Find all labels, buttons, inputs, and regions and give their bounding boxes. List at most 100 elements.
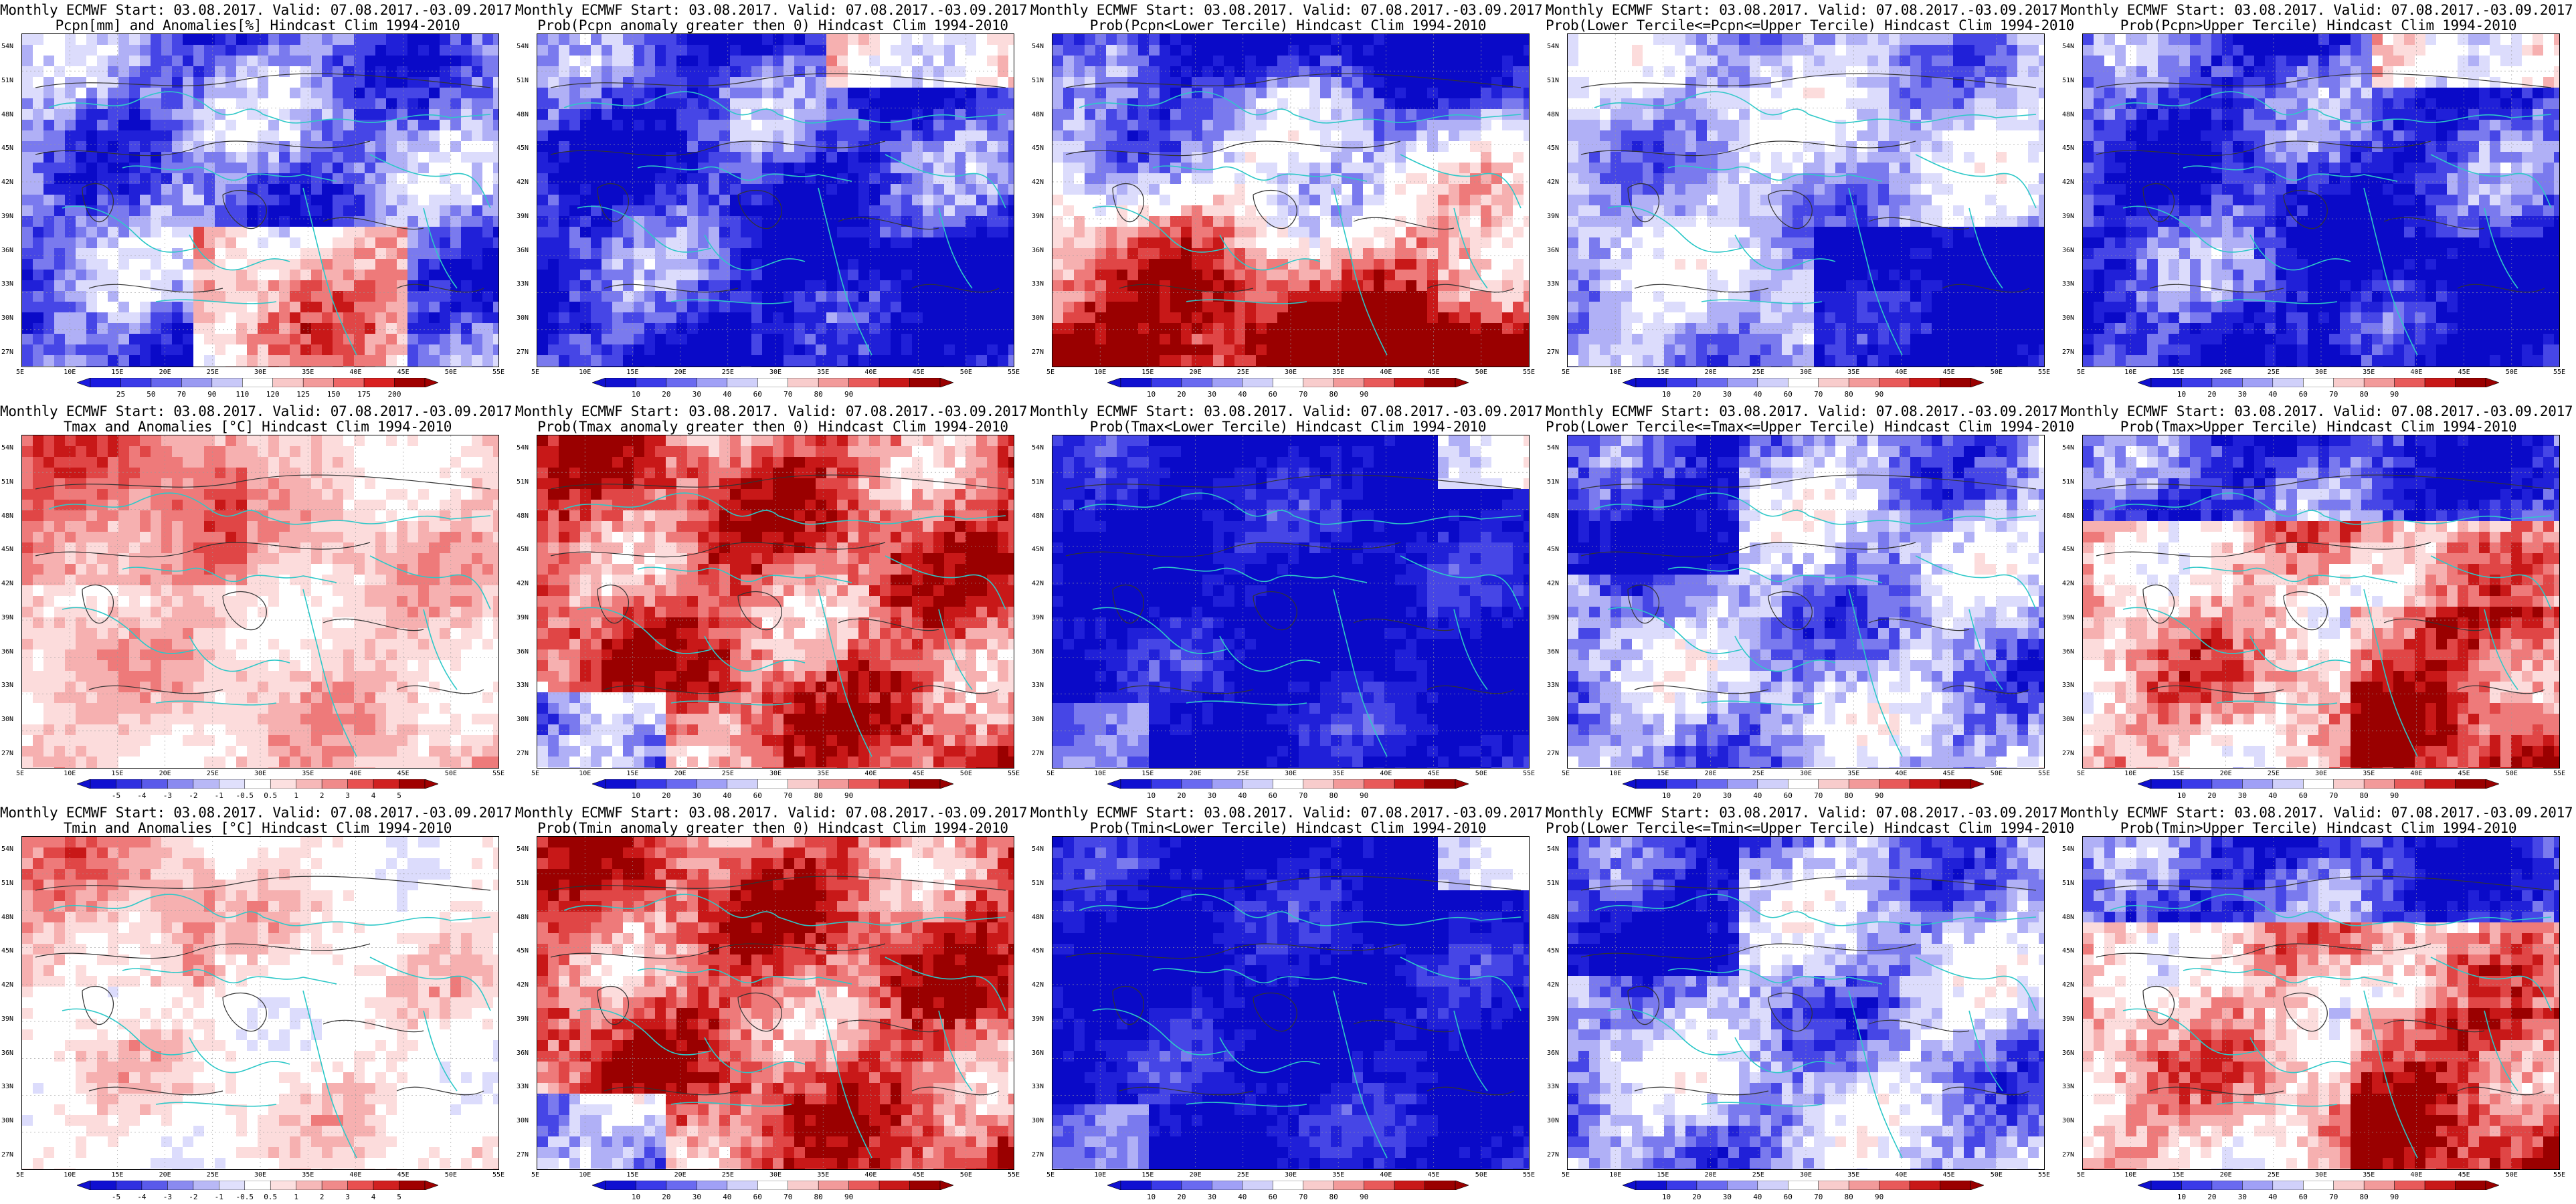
colorbar-segment xyxy=(1757,779,1788,789)
colorbar-segment xyxy=(1727,779,1758,789)
colorbar-segment xyxy=(1879,1181,1910,1190)
colorbar-segment xyxy=(1818,378,1849,387)
lat-label: 39N xyxy=(1,1015,13,1023)
panel-title-line1: Monthly ECMWF Start: 03.08.2017. Valid: … xyxy=(0,404,521,419)
colorbar-segment xyxy=(270,779,296,789)
lon-label: 20E xyxy=(2220,770,2232,777)
lat-label: 51N xyxy=(1547,77,1559,84)
panel-title-line1: Monthly ECMWF Start: 03.08.2017. Valid: … xyxy=(515,404,1036,419)
colorbar-tick-label: 70 xyxy=(1814,1193,1823,1201)
panel-title-line2: Prob(Pcpn<Lower Tercile) Hindcast Clim 1… xyxy=(1030,18,1546,33)
lon-label: 45E xyxy=(913,770,925,777)
lat-label: 54N xyxy=(1032,845,1044,853)
lon-label: 10E xyxy=(64,770,76,777)
colorbar-tick-label: 60 xyxy=(1784,390,1792,399)
colorbar-segment xyxy=(1818,1181,1849,1190)
colorbar-segment xyxy=(666,779,697,789)
lat-label: 42N xyxy=(2062,580,2074,587)
map-area xyxy=(21,836,499,1170)
colorbar-segment xyxy=(1273,779,1303,789)
colorbar-segment xyxy=(1394,1181,1425,1190)
colorbar xyxy=(2138,1181,2499,1190)
lon-label: 10E xyxy=(579,369,591,376)
map-panel: Monthly ECMWF Start: 03.08.2017. Valid: … xyxy=(515,401,1036,803)
lat-label: 48N xyxy=(2062,111,2074,118)
colorbar-segment xyxy=(333,378,365,387)
lat-label: 27N xyxy=(1547,348,1559,356)
lat-label: 36N xyxy=(1,247,13,254)
map-area xyxy=(1052,836,1530,1170)
colorbar-tick-label: 30 xyxy=(1723,1193,1732,1201)
colorbar-tick-label: 80 xyxy=(2360,791,2369,800)
lat-label: 48N xyxy=(1,914,13,921)
colorbar-segment xyxy=(1242,1181,1273,1190)
colorbar-tick-label: 2 xyxy=(320,1193,325,1201)
map-panel: Monthly ECMWF Start: 03.08.2017. Valid: … xyxy=(1030,0,1551,401)
lat-label: 48N xyxy=(1,111,13,118)
colorbar-segment xyxy=(1666,1181,1697,1190)
colorbar-tick-label: 30 xyxy=(1723,791,1732,800)
lat-label: 36N xyxy=(517,247,529,254)
lat-label: 39N xyxy=(2062,213,2074,220)
colorbar-tick-label: 50 xyxy=(147,390,155,399)
colorbar-tick-label: 90 xyxy=(2390,791,2399,800)
lon-label: 5E xyxy=(1562,1171,1570,1179)
lon-label: 35E xyxy=(1332,770,1344,777)
lon-label: 35E xyxy=(302,1171,314,1179)
colorbar-segment xyxy=(757,779,788,789)
lon-label: 15E xyxy=(111,770,123,777)
colorbar-tick-label: -3 xyxy=(163,791,172,800)
colorbar-tick-label: 70 xyxy=(177,390,186,399)
map-panel: Monthly ECMWF Start: 03.08.2017. Valid: … xyxy=(0,803,521,1204)
colorbar-tick-label: 60 xyxy=(1784,791,1792,800)
panel-title-line1: Monthly ECMWF Start: 03.08.2017. Valid: … xyxy=(0,3,521,17)
lon-label: 50E xyxy=(445,770,457,777)
lon-label: 15E xyxy=(626,770,638,777)
colorbar-segment xyxy=(2394,378,2425,387)
lat-label: 51N xyxy=(1,77,13,84)
lon-label: 10E xyxy=(579,770,591,777)
lat-label: 30N xyxy=(517,314,529,322)
colorbar-segment xyxy=(788,378,819,387)
colorbar xyxy=(77,378,438,387)
colorbar-segment xyxy=(757,378,788,387)
lon-label: 40E xyxy=(2410,369,2422,376)
lat-label: 51N xyxy=(2062,77,2074,84)
panel-title-line2: Prob(Tmax>Upper Tercile) Hindcast Clim 1… xyxy=(2061,419,2576,434)
lat-label: 30N xyxy=(1032,716,1044,723)
lat-label: 33N xyxy=(2062,1083,2074,1090)
lon-label: 45E xyxy=(397,1171,409,1179)
coastline xyxy=(563,894,1006,1159)
map-area xyxy=(1567,435,2045,769)
lat-label: 48N xyxy=(2062,914,2074,921)
coastline xyxy=(1079,894,1522,1159)
lat-label: 39N xyxy=(1,614,13,621)
colorbar-segment xyxy=(1333,378,1364,387)
colorbar-tick-label: 3 xyxy=(345,791,350,800)
lon-label: 55E xyxy=(1523,369,1535,376)
lat-label: 36N xyxy=(1032,1049,1044,1057)
lon-label: 40E xyxy=(349,770,361,777)
colorbar-segment xyxy=(193,1181,219,1190)
lat-label: 27N xyxy=(1032,750,1044,757)
coastline xyxy=(48,894,491,1159)
lon-label: 15E xyxy=(2172,1171,2184,1179)
colorbar-tick-label: 90 xyxy=(1360,390,1368,399)
colorbar-segment xyxy=(116,1181,143,1190)
colorbar-tick-label: 40 xyxy=(1238,1193,1247,1201)
lon-label: 50E xyxy=(960,369,972,376)
lat-label: 42N xyxy=(1032,981,1044,989)
lat-label: 33N xyxy=(1,682,13,689)
lon-label: 35E xyxy=(1847,369,1859,376)
lat-label: 48N xyxy=(517,111,529,118)
lon-label: 15E xyxy=(1141,369,1154,376)
lat-label: 33N xyxy=(517,682,529,689)
colorbar-tick-label: -2 xyxy=(189,1193,197,1201)
lat-label: 45N xyxy=(2062,144,2074,152)
lat-label: 54N xyxy=(1547,444,1559,452)
lat-label: 39N xyxy=(517,1015,529,1023)
colorbar-tick-label: 90 xyxy=(1875,1193,1883,1201)
lon-label: 20E xyxy=(1190,369,1202,376)
lon-label: 10E xyxy=(64,369,76,376)
lat-label: 42N xyxy=(1,981,13,989)
